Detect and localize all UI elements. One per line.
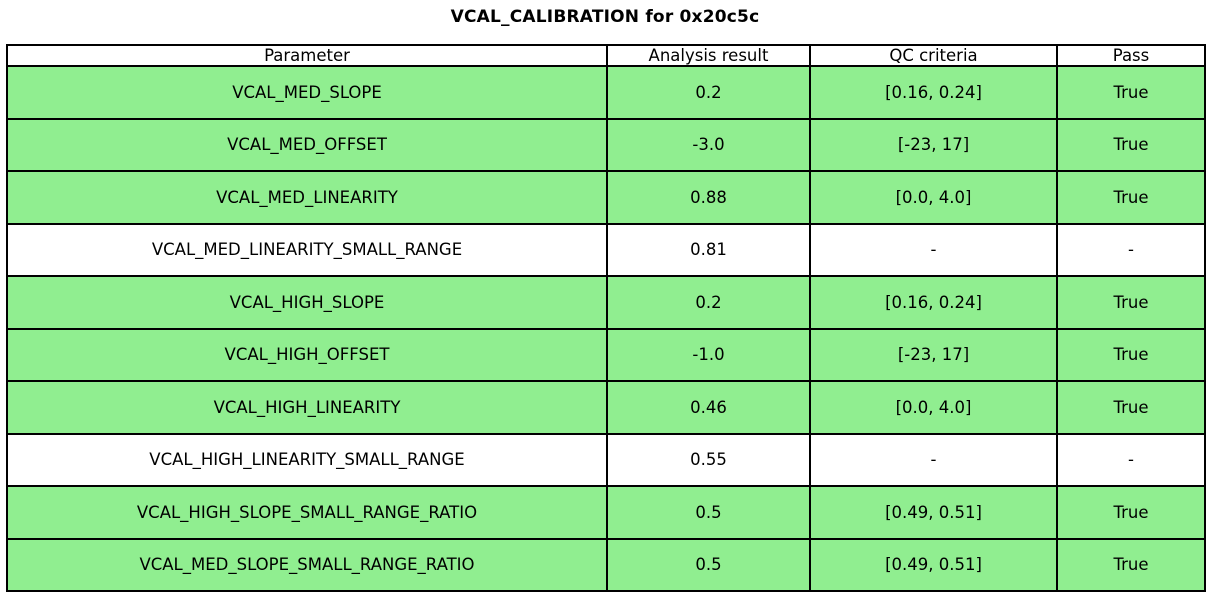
table-row: VCAL_HIGH_LINEARITY_SMALL_RANGE 0.55- - [6, 432, 1206, 487]
cell-qc-criteria: [-23, 17] [809, 117, 1058, 172]
cell-qc-criteria: [0.0, 4.0] [809, 380, 1058, 435]
col-header-pass: Pass [1056, 44, 1206, 67]
cell-analysis-result: -3.0 [606, 117, 811, 172]
col-header-parameter: Parameter [6, 44, 608, 67]
table-row: VCAL_MED_LINEARITY_SMALL_RANGE 0.81- - [6, 222, 1206, 277]
cell-pass: - [1056, 432, 1206, 487]
table-row: VCAL_HIGH_SLOPE 0.2 [0.16, 0.24] True [6, 275, 1206, 330]
cell-pass: True [1056, 485, 1206, 540]
cell-qc-criteria: - [809, 432, 1058, 487]
cell-parameter: VCAL_HIGH_LINEARITY [6, 380, 608, 435]
cell-analysis-result: 0.55 [606, 432, 811, 487]
cell-parameter: VCAL_HIGH_SLOPE_SMALL_RANGE_RATIO [6, 485, 608, 540]
cell-analysis-result: 0.81 [606, 222, 811, 277]
col-header-analysis-result: Analysis result [606, 44, 811, 67]
cell-analysis-result: 0.5 [606, 485, 811, 540]
cell-analysis-result: 0.46 [606, 380, 811, 435]
table-row: VCAL_MED_SLOPE_SMALL_RANGE_RATIO 0.5 [0.49… [6, 537, 1206, 592]
cell-analysis-result: 0.2 [606, 275, 811, 330]
cell-parameter: VCAL_HIGH_OFFSET [6, 327, 608, 382]
cell-pass: True [1056, 170, 1206, 225]
cell-qc-criteria: [0.49, 0.51] [809, 537, 1058, 592]
cell-qc-criteria: - [809, 222, 1058, 277]
cell-analysis-result: 0.5 [606, 537, 811, 592]
cell-qc-criteria: [-23, 17] [809, 327, 1058, 382]
cell-analysis-result: -1.0 [606, 327, 811, 382]
cell-parameter: VCAL_MED_LINEARITY_SMALL_RANGE [6, 222, 608, 277]
cell-qc-criteria: [0.16, 0.24] [809, 275, 1058, 330]
header-row: Parameter Analysis result QC criteria Pa… [6, 44, 1206, 67]
cell-pass: True [1056, 537, 1206, 592]
table-body: VCAL_MED_SLOPE 0.2 [0.16, 0.24] True VCAL_ME… [6, 65, 1206, 592]
cell-pass: True [1056, 275, 1206, 330]
cell-qc-criteria: [0.0, 4.0] [809, 170, 1058, 225]
cell-pass: True [1056, 327, 1206, 382]
qc-table: Parameter Analysis result QC criteria Pa… [6, 44, 1206, 592]
cell-parameter: VCAL_MED_LINEARITY [6, 170, 608, 225]
table-row: VCAL_HIGH_LINEARITY 0.46 [0.0, 4.0] True [6, 380, 1206, 435]
cell-pass: True [1056, 117, 1206, 172]
cell-qc-criteria: [0.16, 0.24] [809, 65, 1058, 120]
table-row: VCAL_MED_LINEARITY 0.88 [0.0, 4.0] True [6, 170, 1206, 225]
cell-qc-criteria: [0.49, 0.51] [809, 485, 1058, 540]
cell-parameter: VCAL_MED_SLOPE [6, 65, 608, 120]
cell-parameter: VCAL_HIGH_LINEARITY_SMALL_RANGE [6, 432, 608, 487]
cell-parameter: VCAL_MED_OFFSET [6, 117, 608, 172]
cell-parameter: VCAL_HIGH_SLOPE [6, 275, 608, 330]
table-row: VCAL_MED_SLOPE 0.2 [0.16, 0.24] True [6, 65, 1206, 120]
cell-analysis-result: 0.2 [606, 65, 811, 120]
cell-analysis-result: 0.88 [606, 170, 811, 225]
figure-title: VCAL_CALIBRATION for 0x20c5c [450, 7, 760, 27]
cell-pass: True [1056, 380, 1206, 435]
cell-pass: True [1056, 65, 1206, 120]
col-header-qc-criteria: QC criteria [809, 44, 1058, 67]
table-row: VCAL_HIGH_OFFSET -1.0 [-23, 17] True [6, 327, 1206, 382]
table-row: VCAL_HIGH_SLOPE_SMALL_RANGE_RATIO 0.5 [0.4… [6, 485, 1206, 540]
cell-parameter: VCAL_MED_SLOPE_SMALL_RANGE_RATIO [6, 537, 608, 592]
table-row: VCAL_MED_OFFSET -3.0 [-23, 17] True [6, 117, 1206, 172]
cell-pass: - [1056, 222, 1206, 277]
